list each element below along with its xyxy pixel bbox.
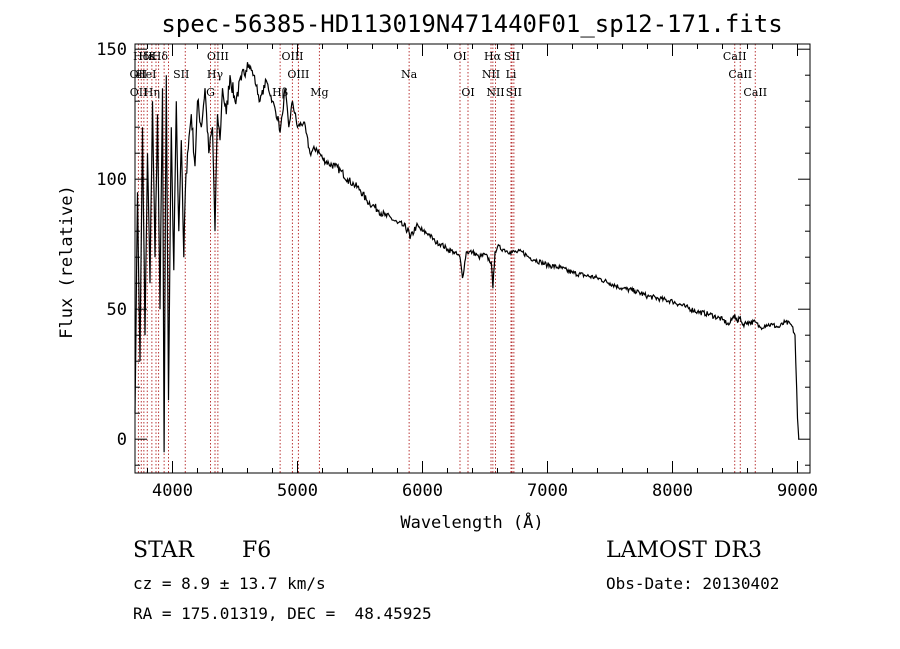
line-label-18: CaII [728,68,752,81]
x-tick-label: 6000 [402,481,443,501]
spectral-line-markers [137,44,756,473]
line-label-13: Hγ [207,68,224,81]
observation-date: Obs-Date: 20130402 [606,574,780,593]
y-tick-label: 0 [117,430,127,450]
x-tick-label: 9000 [777,481,818,501]
y-tick-label: 100 [96,170,127,190]
line-label-1: Hε [139,50,155,63]
line-label-21: G [206,86,215,99]
line-label-11: HeI [136,68,156,81]
coordinates: RA = 175.01319, DEC = 48.45925 [133,604,432,623]
x-axis-ticks: 4000 5000 6000 7000 8000 9000 [147,44,818,501]
chart-title: spec-56385-HD113019N471440F01_sp12-171.f… [161,10,782,38]
line-label-15: Na [401,68,418,81]
plot-frame [134,43,811,474]
line-label-25: NII [486,86,504,99]
x-tick-label: 4000 [152,481,193,501]
line-label-26: SII [506,86,522,99]
y-tick-label: 150 [96,40,127,60]
line-label-2: K [148,50,157,63]
x-axis-label: Wavelength (Å) [400,511,543,533]
line-label-6: OI [453,50,466,63]
y-axis-label: Flux (relative) [57,185,77,339]
line-label-3: Hδ [152,50,169,63]
object-subclass: F6 [242,538,272,563]
line-label-19: OII [130,86,148,99]
line-label-16: NII [482,68,500,81]
line-label-27: CaII [743,86,767,99]
line-label-5: OIII [281,50,303,63]
line-label-0: Hδ [133,50,150,63]
spectrum-line [134,62,800,453]
line-label-17: Li [506,68,517,81]
line-label-14: OIII [287,68,309,81]
line-label-7: Hα [484,50,502,63]
redshift-velocity: cz = 8.9 ± 13.7 km/s [133,574,326,593]
line-label-23: Mg [310,86,328,99]
x-tick-label: 5000 [277,481,318,501]
line-label-9: CaII [723,50,747,63]
y-tick-label: 50 [107,300,127,320]
object-class: STAR [133,538,194,563]
x-tick-label: 8000 [652,481,693,501]
line-label-4: OIII [207,50,229,63]
survey-name: LAMOST DR3 [606,538,762,563]
line-label-10: OII [130,68,148,81]
line-label-8: SII [504,50,520,63]
y-axis-ticks: 0 50 100 150 [96,40,810,466]
x-tick-label: 7000 [527,481,568,501]
line-label-20: Hη [144,86,160,99]
line-label-12: SII [173,68,189,81]
line-label-24: OI [461,86,474,99]
